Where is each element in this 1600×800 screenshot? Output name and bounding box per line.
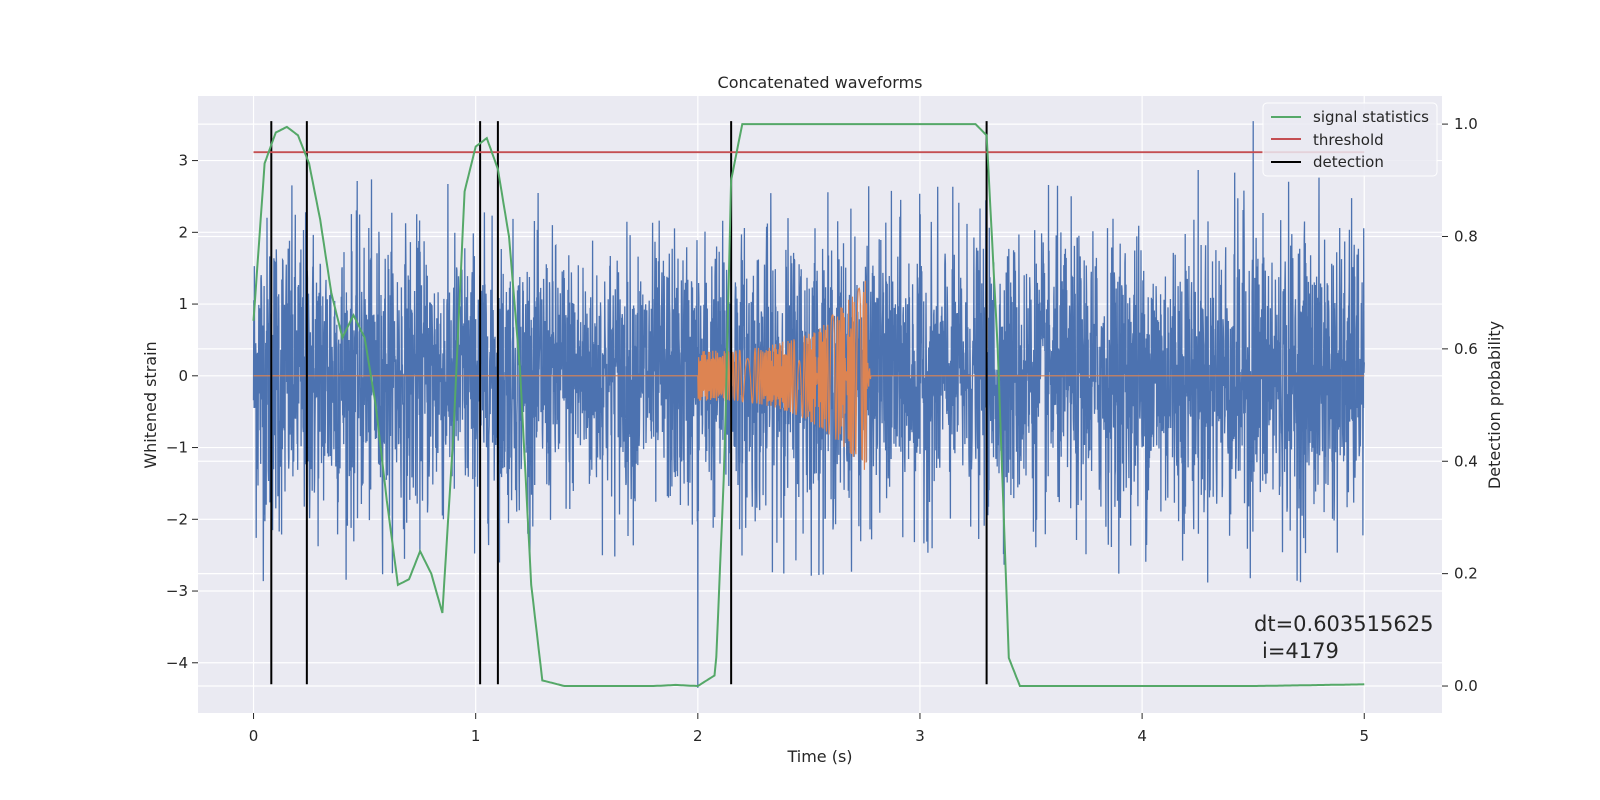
- ticks: 0 1 2 3 4 5 −4 −3 −2 −1 0 1 2 3 0.0 0.2 0.4 0.6 0.8 1.0: [166, 115, 1478, 745]
- x-tick-label-3: 3: [915, 727, 925, 745]
- legend-label-threshold: threshold: [1313, 131, 1384, 149]
- legend-box: [1262, 102, 1438, 177]
- y-tick-label-0: −4: [166, 654, 188, 672]
- y-tick-label-4: 0: [178, 367, 188, 385]
- injected-waveform-line: [253, 280, 1365, 470]
- y-tick-label-5: 1: [178, 295, 188, 313]
- x-tick-label-5: 5: [1359, 727, 1369, 745]
- whitened-strain-line: [252, 121, 1365, 688]
- chart-title: Concatenated waveforms: [718, 73, 923, 92]
- x-tick-label-2: 2: [693, 727, 703, 745]
- annotation-dt: dt=0.603515625: [1254, 612, 1433, 636]
- y2-tick-label-0: 0.0: [1454, 677, 1478, 695]
- y2-axis-label: Detection probability: [1485, 321, 1504, 489]
- x-tick-label-4: 4: [1137, 727, 1147, 745]
- x-tick-label-0: 0: [249, 727, 259, 745]
- plot-area: [252, 121, 1365, 688]
- y2-tick-label-5: 1.0: [1454, 115, 1478, 133]
- y-tick-label-7: 3: [178, 152, 188, 170]
- legend-label-signal-statistics: signal statistics: [1313, 108, 1429, 126]
- y2-tick-label-4: 0.8: [1454, 227, 1478, 245]
- y-tick-label-2: −2: [166, 510, 188, 528]
- legend-label-detection: detection: [1313, 153, 1384, 171]
- y-tick-label-3: −1: [166, 439, 188, 457]
- y2-tick-label-1: 0.2: [1454, 565, 1478, 583]
- x-tick-label-1: 1: [471, 727, 481, 745]
- signal-statistics-line: [252, 123, 1365, 688]
- x-axis-label: Time (s): [786, 747, 852, 766]
- y2-tick-label-3: 0.6: [1454, 340, 1478, 358]
- y-tick-label-6: 2: [178, 223, 188, 241]
- annotation-i: i=4179: [1262, 639, 1339, 663]
- y-tick-label-1: −3: [166, 582, 188, 600]
- y-axis-label: Whitened strain: [141, 341, 160, 468]
- legend: signal statistics threshold detection: [1262, 102, 1438, 177]
- y2-tick-label-2: 0.4: [1454, 452, 1478, 470]
